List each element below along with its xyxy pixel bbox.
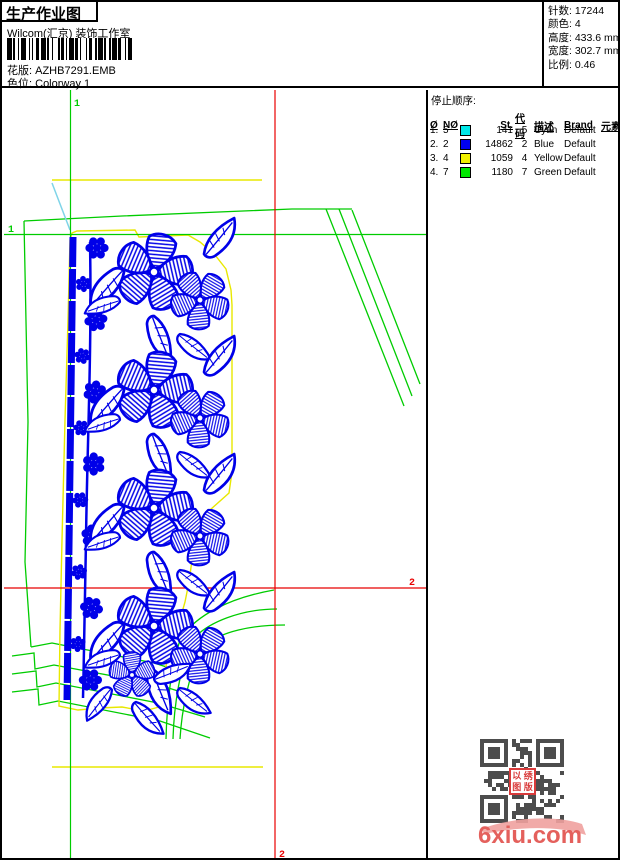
thread-brand: Default: [564, 166, 596, 178]
site-logo: 6xiu.com: [475, 814, 591, 854]
stop-sequence-header-row: Ø NØ St. 代码 描述 Brand 元素: [430, 110, 618, 140]
logo-swoosh: [481, 818, 586, 835]
column-header: Brand: [564, 119, 593, 131]
pattern-file-line: 花版: AZHB7291.EMB: [7, 62, 116, 78]
border-satin-bar: [63, 236, 77, 701]
thread-brand: Default: [564, 152, 596, 164]
thread-color-swatch: [460, 152, 471, 164]
leaf-motif: [196, 216, 244, 261]
site-logo-text: 6xiu.com: [478, 822, 583, 849]
column-header: 描述: [534, 121, 554, 133]
garment-top-edge: [23, 208, 352, 222]
stop-sequence-row: 2. 2 14862 2 Blue Default: [430, 138, 618, 152]
stat-row: 颜色: 4: [548, 18, 581, 31]
needle-number: 5: [443, 125, 449, 137]
stop-sequence-panel: 停止顺序: Ø NØ St. 代码 描述 Brand 元素 1. 5 141 5 Cyan Defaul…: [426, 90, 618, 858]
leaf-motif: [174, 326, 212, 368]
stitch-count: 1180: [491, 166, 513, 178]
garment-hem-line: [11, 688, 211, 739]
stitch-count: 141: [496, 125, 513, 137]
start-marker-left: 1: [8, 225, 14, 236]
needle-number: 4: [443, 152, 449, 164]
column-header: NØ: [443, 119, 458, 131]
pattern-file-value: AZHB7291.EMB: [35, 65, 116, 77]
colorway-label: 色位:: [7, 78, 33, 90]
stamp-character: 版: [523, 782, 533, 793]
thread-code: 4: [521, 152, 528, 164]
stat-row: 针数: 17244: [548, 5, 605, 17]
page-title: 生产作业图: [6, 6, 82, 23]
needle-number: 7: [443, 166, 449, 178]
stamp-character: 图: [512, 782, 522, 793]
end-marker-right: 2: [409, 578, 415, 589]
column-header: St.: [500, 119, 513, 131]
floret: [78, 449, 110, 479]
stop-number: 3.: [430, 152, 439, 164]
thread-color-swatch: [460, 166, 471, 178]
stitch-count: 1059: [490, 152, 513, 164]
garment-dart-line: [351, 209, 421, 385]
thread-code: 7: [521, 166, 528, 178]
thread-brand: Default: [564, 125, 596, 137]
stop-number: 2.: [430, 138, 439, 150]
garment-dart-line: [338, 208, 413, 397]
company-name: Wilcom(汇京) 装饰工作室: [7, 28, 131, 40]
start-marker-top: 1: [74, 99, 80, 110]
floret: [85, 237, 109, 259]
page-title-box: 生产作业图: [2, 2, 98, 23]
thread-code: 2: [521, 138, 528, 150]
stop-sequence-row: 1. 5 141 5 Cyan Default: [430, 124, 618, 138]
cyan-positioning-line: [51, 182, 71, 231]
pattern-file-label: 花版:: [7, 65, 33, 77]
colorway-line: 色位: Colorway 1: [7, 75, 90, 91]
design-stats-box: 针数: 17244 颜色: 4 高度: 433.6 mm 宽度: 302.7 mm 比例…: [542, 2, 618, 88]
design-canvas: 1 1 2 2: [4, 90, 426, 860]
stop-sequence-row: 4. 7 1180 7 Green Default: [430, 165, 618, 179]
thread-description: Green: [534, 166, 562, 178]
thread-color-swatch: [460, 138, 471, 150]
thread-description: Yellow: [534, 152, 563, 164]
stamp-character: 绣: [523, 770, 533, 781]
stop-sequence-row: 3. 4 1059 4 Yellow Default: [430, 151, 618, 165]
worksheet-header: 生产作业图 Wilcom(汇京) 装饰工作室 花版: AZHB7291.EMB …: [2, 2, 618, 91]
stat-row: 宽度: 302.7 mm: [548, 45, 620, 58]
garment-dart-line: [325, 208, 405, 407]
column-header: 代码: [515, 114, 525, 140]
column-header: 元素: [601, 121, 620, 133]
thread-color-swatch: [460, 125, 471, 137]
thread-description: Blue: [534, 138, 555, 150]
stitch-count: 14862: [485, 138, 513, 150]
design-barcode: [7, 38, 149, 60]
column-header: Ø: [430, 119, 438, 131]
stat-row: 高度: 433.6 mm: [548, 31, 620, 44]
stamp-character: 以: [512, 770, 522, 781]
garment-left-edge: [23, 220, 32, 648]
thread-description: Cyan: [534, 125, 558, 137]
stop-sequence-title: 停止顺序:: [431, 95, 476, 107]
stop-sequence-table: Ø NØ St. 代码 描述 Brand 元素 1. 5 141 5 Cyan Default 2. 2 14…: [428, 110, 618, 179]
thread-brand: Default: [564, 138, 596, 150]
floret: [77, 593, 106, 623]
red-seal-stamp: 以绣图版: [509, 768, 536, 795]
stop-number: 1.: [430, 125, 439, 137]
leaf-motif: [174, 680, 212, 722]
stop-number: 4.: [430, 166, 439, 178]
embroidery-design: [63, 216, 244, 738]
end-marker-bottom: 2: [279, 850, 285, 860]
needle-number: 2: [443, 138, 449, 150]
stat-row: 比例: 0.46: [548, 58, 596, 71]
leaf-motif: [174, 444, 212, 486]
leaf-motif: [174, 562, 212, 604]
colorway-value: Colorway 1: [35, 78, 91, 90]
thread-code: 5: [521, 125, 528, 137]
leaf-motif: [78, 684, 120, 722]
